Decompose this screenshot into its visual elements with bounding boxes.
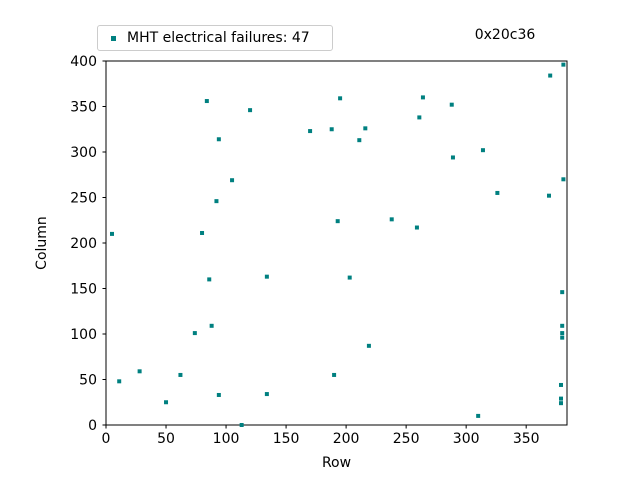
y-tick-label: 0 (88, 418, 97, 434)
data-point (414, 225, 419, 230)
data-point (338, 96, 343, 101)
data-point (329, 127, 334, 132)
x-tick-label: 350 (513, 431, 540, 447)
legend-label: MHT electrical failures: 47 (127, 30, 310, 46)
x-tick-label: 100 (213, 431, 240, 447)
data-point (117, 379, 122, 384)
x-tick-label: 150 (273, 431, 300, 447)
data-point (558, 401, 563, 406)
data-point (561, 62, 566, 67)
y-tick-label: 100 (70, 327, 97, 343)
data-point (164, 400, 169, 405)
axes-spines (105, 60, 568, 426)
data-point (450, 155, 455, 160)
data-point (480, 148, 485, 153)
data-point (366, 343, 371, 348)
data-point (548, 73, 553, 78)
y-tick-label: 150 (70, 282, 97, 298)
data-point (230, 178, 235, 183)
data-point (476, 413, 481, 418)
data-point (216, 392, 221, 397)
data-point (561, 177, 566, 182)
data-point (560, 290, 565, 295)
data-point (308, 129, 313, 134)
data-point (417, 115, 422, 120)
data-point (546, 193, 551, 198)
data-point (239, 423, 244, 427)
data-point (137, 369, 142, 374)
data-point (357, 138, 362, 143)
data-point (420, 95, 425, 100)
y-tick-label: 400 (70, 54, 97, 70)
data-point (558, 396, 563, 401)
x-axis-label: Row (322, 455, 351, 471)
y-tick-label: 350 (70, 100, 97, 116)
data-point (449, 102, 454, 107)
data-point (264, 392, 269, 397)
y-tick-label: 200 (70, 236, 97, 252)
data-point (214, 199, 219, 204)
data-point (363, 126, 368, 131)
x-tick-label: 300 (453, 431, 480, 447)
corner-annotation: 0x20c36 (474, 27, 536, 43)
data-point (207, 277, 212, 282)
data-point (178, 372, 183, 377)
y-tick-label: 250 (70, 191, 97, 207)
data-point (248, 108, 253, 113)
x-tick-label: 50 (157, 431, 175, 447)
data-point (110, 231, 115, 236)
data-point (200, 230, 205, 235)
data-point (332, 372, 337, 377)
y-tick-label: 50 (79, 373, 97, 389)
data-point (347, 275, 352, 280)
x-tick-label: 250 (393, 431, 420, 447)
data-point (389, 217, 394, 222)
data-point (495, 190, 500, 195)
data-point (558, 382, 563, 387)
y-tick-label: 300 (70, 145, 97, 161)
x-tick-label: 200 (333, 431, 360, 447)
x-tick-label: 0 (102, 431, 111, 447)
data-point (560, 335, 565, 340)
data-point (192, 331, 197, 336)
data-point (335, 219, 340, 224)
data-point (560, 323, 565, 328)
data-point (204, 99, 209, 104)
y-axis-label: Column (34, 216, 50, 270)
data-point (264, 274, 269, 279)
data-point (560, 331, 565, 336)
data-point (209, 323, 214, 328)
legend: MHT electrical failures: 47 (97, 25, 333, 51)
data-point (216, 137, 221, 142)
legend-marker-icon (111, 35, 116, 41)
